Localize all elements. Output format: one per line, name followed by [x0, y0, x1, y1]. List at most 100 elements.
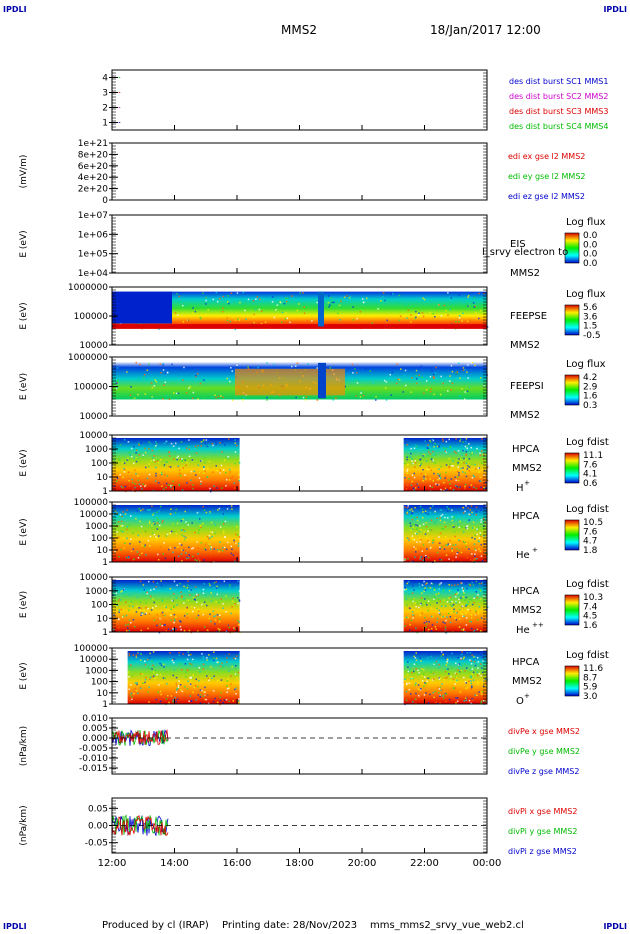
- spectrogram-speck: [452, 544, 454, 546]
- spectrogram-speck: [166, 533, 169, 536]
- spectrogram-speck: [120, 530, 122, 532]
- spectrogram-speck: [329, 304, 331, 306]
- spectrogram-speck: [477, 513, 480, 515]
- spectrogram-speck: [188, 439, 190, 441]
- spectrogram-speck: [420, 365, 423, 368]
- spectrogram-speck: [462, 615, 464, 618]
- spectrogram-speck: [424, 510, 427, 512]
- spectrogram-speck: [363, 301, 365, 304]
- spectrogram-speck: [135, 449, 138, 451]
- spectrogram-speck: [447, 510, 449, 512]
- spectrogram-speck: [242, 291, 245, 294]
- spectrogram-speck: [173, 592, 175, 595]
- spectrogram-speck: [418, 583, 420, 585]
- corner-label-bottom-left: IPDLI: [3, 922, 27, 931]
- spectrogram-speck: [407, 481, 410, 483]
- spectrogram-speck: [118, 377, 120, 379]
- spectrogram-speck: [203, 509, 206, 511]
- colorbar-tick-label: -0.5: [583, 331, 601, 341]
- spectrogram-speck: [438, 609, 440, 612]
- spectrogram-speck: [189, 594, 191, 596]
- x-tick-label: 12:00: [98, 858, 127, 869]
- spectrogram-speck: [139, 609, 141, 612]
- spectrogram-speck: [404, 680, 406, 683]
- spectrogram-speck: [418, 695, 420, 697]
- spectrogram-speck: [474, 538, 476, 540]
- spectrogram-speck: [435, 453, 437, 456]
- spectrogram-speck: [430, 519, 433, 521]
- spectrogram-speck: [130, 664, 132, 666]
- spectrogram-speck: [375, 396, 377, 398]
- spectrogram-speck: [128, 619, 131, 621]
- spectrogram-speck: [460, 613, 462, 615]
- spectrogram-speck: [144, 660, 146, 662]
- spectrogram-speck: [171, 363, 173, 366]
- spectrogram-speck: [165, 698, 168, 700]
- spectrogram-speck: [484, 551, 487, 554]
- spectrogram-speck: [152, 666, 155, 668]
- spectrogram-speck: [456, 700, 459, 703]
- spectrogram-speck: [411, 458, 413, 460]
- spectrogram-speck: [424, 553, 427, 555]
- spectrogram-speck: [234, 688, 236, 691]
- spectrogram-speck: [338, 304, 341, 307]
- spectrogram-speck: [462, 369, 465, 371]
- spectrogram-speck: [224, 520, 227, 523]
- spectrogram-speck: [222, 469, 225, 471]
- spectrogram-speck: [455, 556, 457, 558]
- spectrogram-speck: [431, 438, 434, 441]
- spectrogram-speck: [469, 584, 472, 587]
- spectrogram-speck: [411, 512, 413, 514]
- spectrogram-speck: [163, 666, 165, 668]
- spectrogram-speck: [207, 677, 209, 680]
- legend-entry: divPi x gse MMS2: [508, 807, 577, 816]
- spectrogram-speck: [191, 522, 193, 524]
- spectrogram-speck: [407, 505, 409, 507]
- spectrogram-speck: [467, 507, 469, 509]
- spectrogram-speck: [175, 508, 178, 511]
- spectrogram-speck: [124, 542, 126, 544]
- spectrogram-speck: [474, 519, 476, 521]
- spectrogram-speck: [145, 553, 147, 556]
- spectrogram-speck: [458, 321, 460, 323]
- spectrogram-speck: [473, 658, 476, 660]
- spectrogram-speck: [171, 659, 174, 662]
- spectrogram-speck: [214, 619, 217, 621]
- spectrogram-speck: [480, 543, 482, 546]
- spectrogram-speck: [461, 526, 463, 528]
- spectrogram-speck: [477, 540, 480, 542]
- spectrogram-speck: [227, 382, 230, 384]
- y-tick-label: 3: [102, 89, 108, 99]
- spectrogram-speck: [144, 466, 147, 469]
- spectrogram-speck: [417, 673, 420, 675]
- spectrogram-speck: [446, 676, 448, 679]
- y-tick-label: 1e+06: [78, 230, 109, 240]
- spectrogram-speck: [172, 488, 174, 490]
- spectrogram-speck: [273, 363, 275, 366]
- spectrogram-speck: [468, 470, 471, 472]
- spectrogram-speck: [446, 616, 448, 618]
- spectrogram-speck: [182, 321, 185, 323]
- spectrogram-speck: [175, 533, 178, 535]
- spectrogram-speck: [222, 701, 224, 704]
- spectrogram-speck: [286, 317, 289, 320]
- spectrogram-speck: [155, 472, 157, 475]
- spectrogram-speck: [475, 615, 477, 617]
- spectrogram-speck: [195, 474, 197, 476]
- spectrogram-speck: [173, 618, 176, 621]
- spectrogram-speck: [430, 679, 432, 682]
- spectrogram-speck: [410, 665, 412, 667]
- spectrogram-speck: [207, 309, 209, 311]
- spectrogram-speck: [435, 483, 437, 485]
- spectrogram-speck: [194, 599, 196, 601]
- spectrogram-speck: [454, 683, 456, 686]
- spectrogram-speck: [414, 461, 417, 464]
- spectrogram-speck: [142, 584, 145, 586]
- spectrogram-speck: [444, 626, 447, 628]
- spectrogram-speck: [213, 548, 215, 550]
- spectrogram-speck: [116, 480, 118, 482]
- spectrogram-speck: [197, 558, 200, 560]
- spacecraft-title: MMS2: [281, 23, 317, 37]
- spectrogram-speck: [143, 594, 145, 597]
- spectrogram-speck: [175, 682, 177, 685]
